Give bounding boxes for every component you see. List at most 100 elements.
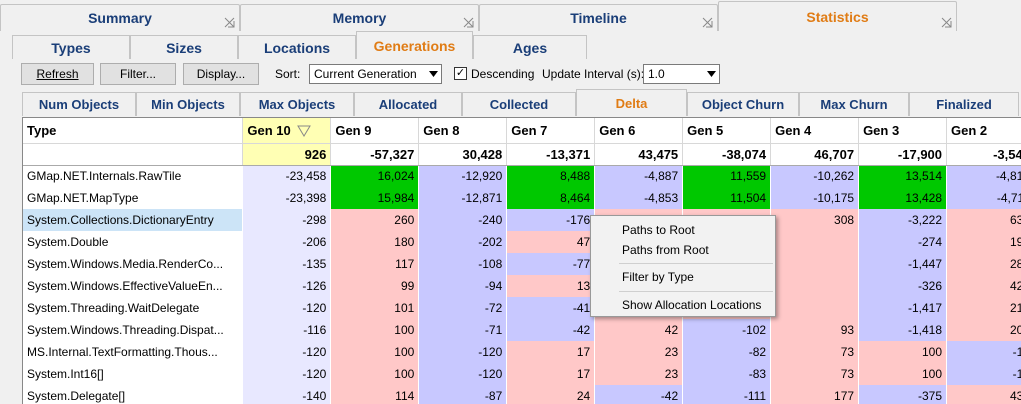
value-cell: 260 xyxy=(330,209,420,231)
table-row[interactable]: System.Windows.Threading.Dispat... -116 10… xyxy=(23,319,1021,341)
value-cell: 280 xyxy=(946,253,1021,275)
column-header-gen[interactable]: Gen 5 xyxy=(682,118,772,144)
metric-tab-finalized[interactable]: Finalized xyxy=(909,92,1019,116)
metric-tab-max-objects[interactable]: Max Objects xyxy=(240,92,354,116)
type-name-cell: MS.Internal.TextFormatting.Thous... xyxy=(23,341,244,363)
statistics-grid: Type Gen 10 Gen 9 Gen 8 Gen 7 Gen 6 Gen 5 Gen … xyxy=(22,117,1021,404)
column-total: 30,428 xyxy=(418,143,508,166)
close-icon[interactable] xyxy=(941,17,952,28)
subtab-ages[interactable]: Ages xyxy=(473,35,587,59)
column-header-gen[interactable]: Gen 10 xyxy=(242,118,332,144)
value-cell: 42 xyxy=(594,319,684,341)
column-total: -13,371 xyxy=(506,143,596,166)
descending-checkbox[interactable]: ✓ xyxy=(454,67,467,80)
update-interval-value: 1.0 xyxy=(648,67,665,81)
table-row[interactable]: System.Collections.DictionaryEntry -298 26… xyxy=(23,209,1021,231)
value-cell: 13 xyxy=(506,275,596,297)
column-header-label: Gen 3 xyxy=(863,122,900,138)
value-cell: -23,458 xyxy=(242,165,332,187)
column-total: 46,707 xyxy=(770,143,860,166)
value-cell: 16,024 xyxy=(330,165,420,187)
column-header-type[interactable]: Type xyxy=(23,118,244,144)
column-header-type-total xyxy=(23,143,244,166)
metric-tab-collected[interactable]: Collected xyxy=(462,92,576,116)
column-total: -3,542 xyxy=(946,143,1021,166)
descending-label: Descending xyxy=(471,67,535,81)
subtab-types-label: Types xyxy=(51,39,91,56)
tab-timeline[interactable]: Timeline xyxy=(479,4,718,31)
table-row[interactable]: System.Delegate[] -140 114 -87 24 -42 -111 177-… xyxy=(23,385,1021,404)
value-cell: -140 xyxy=(242,385,332,404)
column-header-label: Gen 7 xyxy=(511,122,548,138)
value-cell: 13,514 xyxy=(858,165,948,187)
metric-tab-num-objects[interactable]: Num Objects xyxy=(22,92,136,116)
column-header-gen[interactable]: Gen 6 xyxy=(594,118,684,144)
display-button[interactable]: Display... xyxy=(183,63,259,85)
value-cell: 197 xyxy=(946,231,1021,253)
value-cell: -4,816 xyxy=(946,165,1021,187)
update-interval-select[interactable]: 1.0 xyxy=(643,64,720,84)
value-cell: 308 xyxy=(770,209,860,231)
menu-item-filter-by-type[interactable]: Filter by Type xyxy=(622,270,694,284)
type-name-cell: System.Windows.EffectiveValueEn... xyxy=(23,275,244,297)
close-icon[interactable] xyxy=(702,17,713,28)
display-button-label: Display... xyxy=(196,67,246,81)
table-row[interactable]: System.Windows.EffectiveValueEn... -126 99… xyxy=(23,275,1021,297)
metric-tab-max-churn[interactable]: Max Churn xyxy=(799,92,909,116)
subtab-generations[interactable]: Generations xyxy=(356,31,473,59)
table-row[interactable]: System.Threading.WaitDelegate -120 101 -72-… xyxy=(23,297,1021,319)
metric-tab-label: Max Churn xyxy=(820,97,888,112)
metric-tab-min-objects[interactable]: Min Objects xyxy=(136,92,240,116)
sort-select[interactable]: Current Generation xyxy=(309,64,442,84)
table-row[interactable]: System.Windows.Media.RenderCo... -135 117-… xyxy=(23,253,1021,275)
menu-item-paths-to-root[interactable]: Paths to Root xyxy=(622,223,695,237)
refresh-button[interactable]: Refresh xyxy=(21,63,94,85)
tab-statistics[interactable]: Statistics xyxy=(718,1,957,31)
value-cell: -240 xyxy=(418,209,508,231)
value-cell: 15,984 xyxy=(330,187,420,209)
value-cell: 630 xyxy=(946,209,1021,231)
value-cell: -77 xyxy=(506,253,596,275)
column-total: 43,475 xyxy=(594,143,684,166)
table-row[interactable]: GMap.NET.Internals.RawTile -23,458 16,024-… xyxy=(23,165,1021,187)
metric-tab-object-churn[interactable]: Object Churn xyxy=(687,92,799,116)
column-header-gen[interactable]: Gen 3 xyxy=(858,118,948,144)
value-cell xyxy=(770,253,860,275)
table-row[interactable]: GMap.NET.MapType -23,398 15,984 -12,871 8,46… xyxy=(23,187,1021,209)
column-total: -17,900 xyxy=(858,143,948,166)
tab-memory[interactable]: Memory xyxy=(240,4,479,31)
menu-item-paths-from-root[interactable]: Paths from Root xyxy=(622,243,709,257)
close-icon[interactable] xyxy=(463,17,474,28)
value-cell: 100 xyxy=(330,341,420,363)
subtab-locations[interactable]: Locations xyxy=(238,35,356,59)
filter-button[interactable]: Filter... xyxy=(100,63,176,85)
generations-table: Type Gen 10 Gen 9 Gen 8 Gen 7 Gen 6 Gen 5 Gen … xyxy=(23,118,1021,404)
value-cell: 93 xyxy=(770,319,860,341)
table-row[interactable]: MS.Internal.TextFormatting.Thous... -120 1… xyxy=(23,341,1021,363)
column-header-gen[interactable]: Gen 9 xyxy=(330,118,420,144)
value-cell: -4,887 xyxy=(594,165,684,187)
column-header-gen[interactable]: Gen 8 xyxy=(418,118,508,144)
menu-item-show-allocation-locations[interactable]: Show Allocation Locations xyxy=(622,298,762,312)
tab-summary[interactable]: Summary xyxy=(0,4,240,31)
refresh-button-label: Refresh xyxy=(36,67,79,81)
value-cell: 433 xyxy=(946,385,1021,404)
column-header-gen[interactable]: Gen 4 xyxy=(770,118,860,144)
value-cell: -202 xyxy=(418,231,508,253)
table-row[interactable]: System.Int16[]-120100-1201723-8373100-16… xyxy=(23,363,1021,385)
type-name-cell: System.Collections.DictionaryEntry xyxy=(23,209,244,231)
metric-tab-delta[interactable]: Delta xyxy=(576,89,687,116)
close-icon[interactable] xyxy=(224,17,235,28)
sub-tab-bar: Types Sizes Locations Generations Ages xyxy=(12,31,587,59)
column-header-gen[interactable]: Gen 2 xyxy=(946,118,1021,144)
metric-tab-allocated[interactable]: Allocated xyxy=(354,92,462,116)
column-header-gen[interactable]: Gen 7 xyxy=(506,118,596,144)
metric-tab-label: Max Objects xyxy=(258,97,336,112)
column-header-label: Gen 4 xyxy=(775,122,812,138)
column-header-label: Gen 6 xyxy=(599,122,636,138)
subtab-types[interactable]: Types xyxy=(12,35,130,59)
sort-label: Sort: xyxy=(275,67,301,81)
subtab-sizes[interactable]: Sizes xyxy=(130,35,238,59)
value-cell: -23,398 xyxy=(242,187,332,209)
